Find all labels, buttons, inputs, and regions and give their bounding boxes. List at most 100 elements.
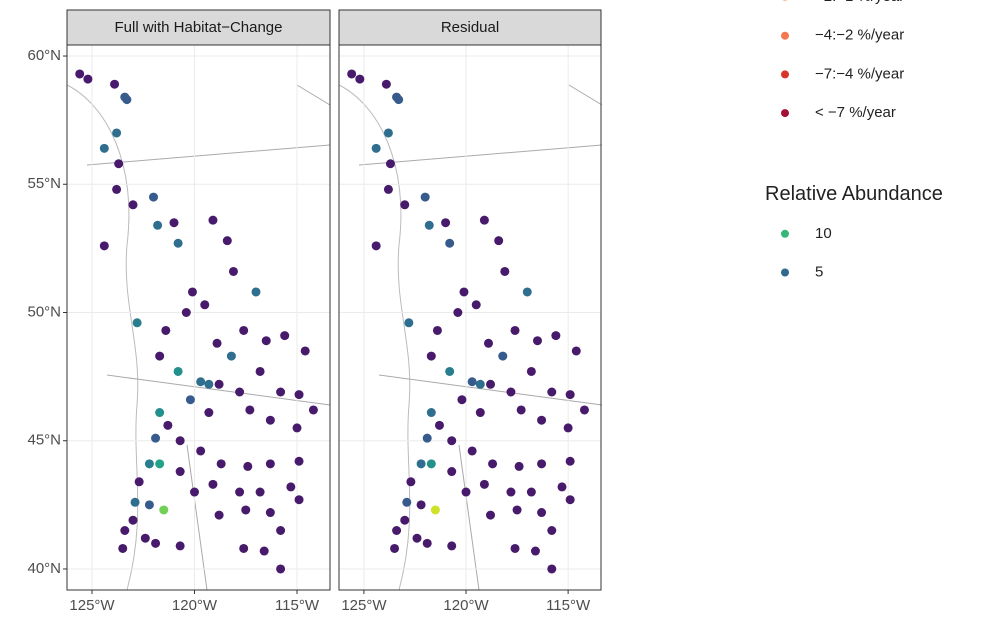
site-point <box>155 351 165 361</box>
site-point <box>112 184 122 194</box>
panel-bg <box>339 45 601 590</box>
site-point <box>83 74 93 84</box>
site-point <box>187 287 197 297</box>
site-point <box>245 405 255 415</box>
site-point <box>276 387 286 397</box>
site-point <box>175 541 185 551</box>
site-point <box>308 405 318 415</box>
site-point <box>265 459 275 469</box>
site-point <box>163 420 173 430</box>
site-point <box>400 515 410 525</box>
site-point <box>149 192 159 202</box>
legend-key <box>781 268 789 277</box>
site-point <box>394 95 404 105</box>
site-point <box>516 405 526 415</box>
site-point <box>175 467 185 477</box>
site-point <box>467 377 477 387</box>
site-point <box>239 325 249 335</box>
site-point <box>155 408 165 418</box>
site-point <box>122 95 132 105</box>
x-tick-label: 120°W <box>443 597 489 614</box>
site-point <box>255 366 265 376</box>
site-point <box>204 408 214 418</box>
site-point <box>557 482 567 492</box>
site-point <box>212 338 222 348</box>
legend-title: Relative Abundance <box>765 183 943 205</box>
site-point <box>204 379 214 389</box>
y-tick-label: 45°N <box>27 432 61 449</box>
site-point <box>579 405 589 415</box>
site-point <box>200 300 210 310</box>
site-point <box>565 495 575 505</box>
site-point <box>488 459 498 469</box>
site-point <box>75 69 85 79</box>
site-point <box>416 500 426 510</box>
site-point <box>261 336 271 346</box>
site-point <box>479 215 489 225</box>
site-point <box>402 497 412 507</box>
y-tick-label: 50°N <box>27 303 61 320</box>
site-point <box>547 564 557 574</box>
site-point <box>441 218 451 228</box>
site-point <box>461 487 471 497</box>
site-point <box>99 241 109 251</box>
site-point <box>500 266 510 276</box>
site-point <box>512 505 522 515</box>
site-point <box>241 505 251 515</box>
site-point <box>173 238 183 248</box>
site-point <box>114 159 124 169</box>
site-point <box>426 351 436 361</box>
site-point <box>537 508 547 518</box>
x-tick-label: 115°W <box>275 597 320 614</box>
site-point <box>416 459 426 469</box>
site-point <box>112 128 122 138</box>
legend-key <box>782 0 788 1</box>
site-point <box>169 218 179 228</box>
x-tick-label: 125°W <box>69 597 115 614</box>
site-point <box>532 336 542 346</box>
site-point <box>475 379 485 389</box>
site-point <box>494 236 504 246</box>
legend-key <box>781 31 789 40</box>
site-point <box>214 510 224 520</box>
legend-label: −4:−2 %/year <box>815 27 904 44</box>
site-point <box>459 287 469 297</box>
site-point <box>479 479 489 489</box>
site-point <box>128 200 138 210</box>
panel: Full with Habitat−Change 125°W 120°W 115°W 4… <box>27 9 331 614</box>
site-point <box>259 546 269 556</box>
site-point <box>371 241 381 251</box>
site-point <box>140 533 150 543</box>
site-point <box>434 420 444 430</box>
y-tick-label: 60°N <box>27 47 61 64</box>
site-point <box>506 487 516 497</box>
site-point <box>265 415 275 425</box>
strip-title: Full with Habitat−Change <box>114 19 282 36</box>
site-point <box>128 515 138 525</box>
site-point <box>510 325 520 335</box>
site-point <box>483 338 493 348</box>
site-point <box>243 461 253 471</box>
site-point <box>239 543 249 553</box>
site-point <box>422 433 432 443</box>
site-point <box>551 331 561 341</box>
site-point <box>255 487 265 497</box>
site-point <box>400 200 410 210</box>
site-point <box>383 184 393 194</box>
site-point <box>526 366 536 376</box>
site-point <box>498 351 508 361</box>
site-point <box>426 459 436 469</box>
site-point <box>110 79 120 89</box>
site-point <box>471 300 481 310</box>
site-point <box>426 408 436 418</box>
legend-key <box>781 229 789 238</box>
site-point <box>280 331 290 341</box>
legend-label: −2:−1 %/year <box>815 0 904 5</box>
site-point <box>226 351 236 361</box>
x-tick-label: 120°W <box>172 597 218 614</box>
site-point <box>475 408 485 418</box>
legend-label: 10 <box>815 225 832 242</box>
site-point <box>132 318 142 328</box>
site-point <box>190 487 200 497</box>
